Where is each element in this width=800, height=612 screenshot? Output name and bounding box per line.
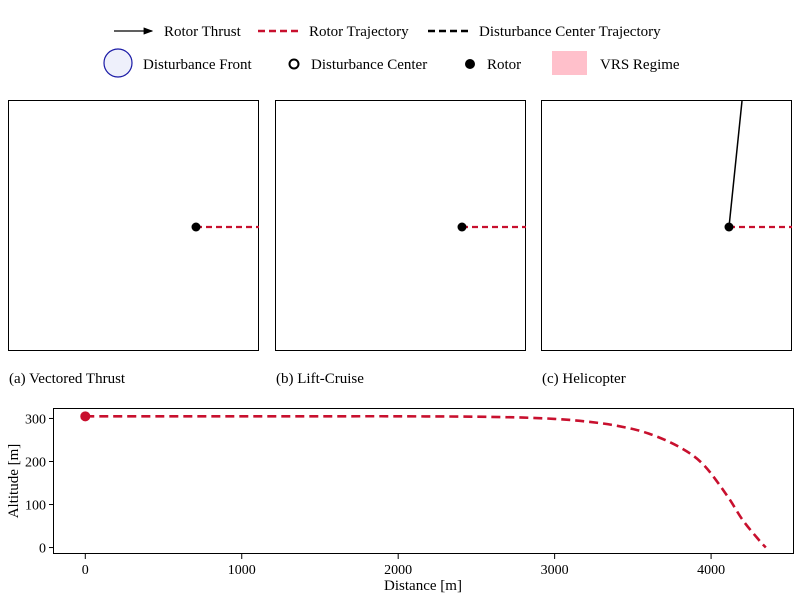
legend-item-rotor-trajectory: Rotor Trajectory <box>258 24 409 40</box>
x-tick-label: 3000 <box>541 563 569 578</box>
rotor-position-marker <box>80 411 91 422</box>
y-tick-label: 300 <box>25 412 46 427</box>
x-tick-label: 4000 <box>697 563 725 578</box>
x-tick-label: 0 <box>82 563 89 578</box>
panel-helicopter: (c) Helicopter <box>541 100 792 387</box>
legend-label-disturbance-center: Disturbance Center <box>311 57 427 73</box>
y-tick-label: 0 <box>39 542 46 557</box>
disturbance-front-circle-icon <box>103 48 133 78</box>
disturbance-center-hollow-dot-icon <box>288 58 300 70</box>
legend-item-disturbance-center-trajectory: Disturbance Center Trajectory <box>428 24 661 40</box>
legend: Rotor Thrust Rotor Trajectory Disturbanc… <box>103 24 680 78</box>
y-tick-label: 100 <box>25 499 46 514</box>
panel-caption: (a) Vectored Thrust <box>9 371 126 387</box>
rotor-marker <box>457 222 467 232</box>
legend-label-rotor: Rotor <box>487 57 521 73</box>
y-axis-label: Altitude [m] <box>6 444 22 519</box>
legend-item-disturbance-front: Disturbance Front <box>103 48 253 78</box>
rotor-marker <box>724 222 734 232</box>
panel-caption: (c) Helicopter <box>542 371 626 387</box>
panel-caption: (b) Lift-Cruise <box>276 371 364 387</box>
panel-vectored-thrust: (a) Vectored Thrust <box>8 100 259 387</box>
panel-frame <box>541 100 792 351</box>
legend-item-rotor: Rotor <box>465 57 521 73</box>
altitude-chart: 0 1000 2000 3000 4000 0 100 200 300 Distance [m… <box>6 408 794 594</box>
panel-lift-cruise: (b) Lift-Cruise <box>275 100 526 387</box>
legend-label-rotor-trajectory: Rotor Trajectory <box>309 24 409 40</box>
y-axis-ticks: 0 100 200 300 <box>25 412 54 557</box>
legend-label-disturbance-front: Disturbance Front <box>143 57 253 73</box>
legend-label-vrs-regime: VRS Regime <box>600 57 680 73</box>
panel-frame <box>275 100 526 351</box>
x-tick-label: 2000 <box>384 563 412 578</box>
x-axis-label: Distance [m] <box>384 578 462 594</box>
legend-label-rotor-thrust: Rotor Thrust <box>164 24 242 40</box>
panel-frame <box>8 100 259 351</box>
legend-item-vrs-regime: VRS Regime <box>552 51 680 75</box>
legend-item-rotor-thrust: Rotor Thrust <box>114 24 242 40</box>
legend-label-disturbance-center-trajectory: Disturbance Center Trajectory <box>479 24 661 40</box>
rotor-trajectory-line <box>85 414 767 549</box>
rotor-marker <box>191 222 201 232</box>
x-axis-ticks: 0 1000 2000 3000 4000 <box>82 554 725 578</box>
y-tick-label: 200 <box>25 455 46 470</box>
legend-item-disturbance-center: Disturbance Center <box>288 57 427 73</box>
vrs-regime-patch-icon <box>552 51 587 75</box>
rotor-thrust-vector <box>728 100 743 228</box>
rotor-dot-icon <box>465 59 475 69</box>
x-tick-label: 1000 <box>228 563 256 578</box>
altitude-chart-frame <box>53 408 794 554</box>
